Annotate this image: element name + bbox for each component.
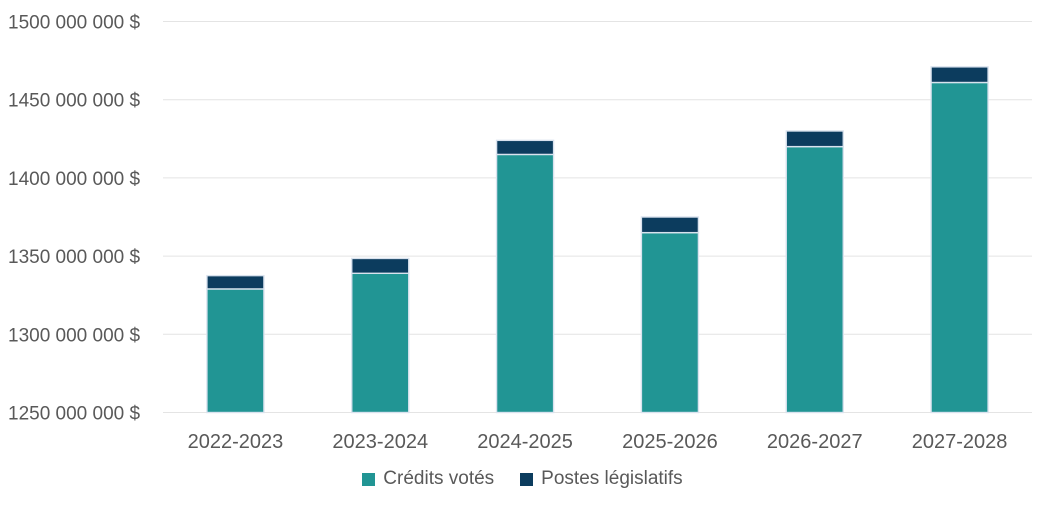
x-axis-tick-label: 2026-2027 [767,431,863,453]
bar-segment-postes-legislatifs [495,139,555,156]
x-axis-tick-label: 2023-2024 [332,431,428,453]
y-axis-tick-label: 1350 000 000 $ [8,247,141,268]
legend-item-postes-legislatifs: Postes législatifs [520,468,683,490]
x-axis-tick-label: 2024-2025 [477,431,573,453]
bar-segment-postes-legislatifs [351,257,410,275]
credits-votes-swatch [362,472,376,486]
legend-item-credits-votes: Crédits votés [362,468,494,490]
bar-segment-postes-legislatifs [930,66,989,84]
y-axis-tick-label: 1300 000 000 $ [8,325,141,346]
y-axis-tick-label: 1450 000 000 $ [8,91,141,112]
bar-segment-credits-votes [785,145,844,414]
legend-label-credits-votes: Crédits votés [383,468,495,489]
y-axis-tick-label: 1400 000 000 $ [8,169,141,190]
chart-legend: Crédits votés Postes législatifs [0,468,1045,490]
y-axis-tick-label: 1250 000 000 $ [8,404,141,425]
bar-segment-credits-votes [930,81,989,414]
x-axis-tick-label: 2022-2023 [188,431,284,453]
x-axis-tick-label: 2025-2026 [622,431,718,453]
budget-stacked-bar-chart: 1250 000 000 $ 1300 000 000 $ 1350 000 000… [8,13,1032,453]
legend-label-postes-legislatifs: Postes législatifs [541,468,683,489]
bar-segment-postes-legislatifs [785,130,844,148]
postes-legislatifs-swatch [520,472,534,486]
x-axis-tick-label: 2027-2028 [912,431,1008,453]
bar-segment-postes-legislatifs [206,274,265,290]
bar-segment-credits-votes [495,153,555,414]
bar-segment-postes-legislatifs [640,216,700,234]
bar-segment-credits-votes [351,272,410,414]
bar-segment-credits-votes [206,288,265,414]
bar-segment-credits-votes [640,231,700,414]
y-axis-tick-label: 1500 000 000 $ [8,13,141,34]
